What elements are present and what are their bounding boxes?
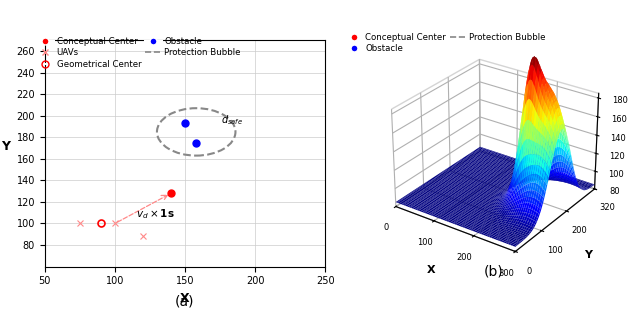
Legend: Conceptual Center, UAVs, Geometrical Center, Obstacle, Protection Bubble: Conceptual Center, UAVs, Geometrical Cen… — [35, 36, 243, 70]
Text: $d_{safe}$: $d_{safe}$ — [221, 113, 244, 127]
Text: (a): (a) — [175, 294, 195, 308]
Legend: Conceptual Center, Obstacle, Protection Bubble: Conceptual Center, Obstacle, Protection … — [344, 31, 548, 55]
Y-axis label: Y: Y — [1, 140, 10, 153]
X-axis label: X: X — [426, 265, 435, 275]
Text: $v_d \times \mathbf{1s}$: $v_d \times \mathbf{1s}$ — [136, 207, 175, 221]
Y-axis label: Y: Y — [584, 250, 592, 260]
Text: (b): (b) — [484, 265, 503, 279]
X-axis label: X: X — [180, 292, 190, 305]
